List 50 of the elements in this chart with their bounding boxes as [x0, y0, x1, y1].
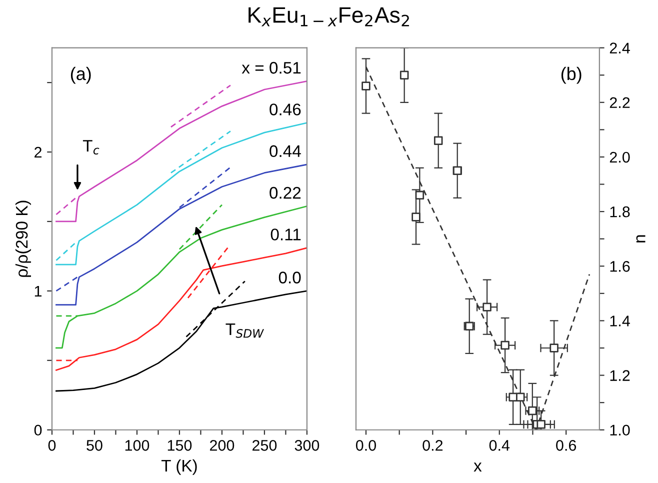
point [362, 82, 370, 90]
point [528, 406, 537, 416]
x-tick-label: 150 [168, 440, 192, 451]
line-series [56, 164, 307, 306]
annotation: T$_{SDW}$ [226, 323, 264, 338]
x-tick-label: 0 [48, 440, 56, 451]
point [400, 70, 409, 80]
x-axis-title: x [474, 462, 482, 472]
annotation: T$_{c}$ [82, 140, 100, 154]
y-tick-label: 2 [34, 146, 42, 158]
point [415, 190, 424, 200]
y-tick-label: 2.2 [610, 97, 630, 108]
y-tick-label: 2.4 [610, 42, 630, 54]
x-tick-label: 0.2 [422, 440, 443, 451]
chart-title: K$_{x}$Eu$_{1−x}$Fe$_{2}$As$_{2}$ [248, 7, 409, 26]
x-tick-label: 250 [252, 440, 277, 451]
line-series [56, 206, 307, 349]
y-tick-label: 1.4 [610, 316, 630, 326]
point [500, 340, 510, 350]
x-tick-label: 300 [294, 440, 320, 451]
y-tick-label: 1.0 [610, 424, 630, 436]
x-tick-label: 0.6 [556, 440, 576, 451]
x-tick-label: 0.0 [356, 440, 376, 451]
series-label: 0.11 [270, 228, 301, 240]
line-series [56, 122, 307, 266]
annotation: (b) [561, 66, 582, 84]
x-tick-label: 200 [210, 440, 234, 451]
x-tick-label: 100 [125, 440, 150, 451]
series-label: 0.0 [278, 272, 301, 284]
y-tick-label: 1.8 [610, 206, 630, 218]
series-label: 0.44 [270, 145, 301, 158]
series-label: 0.46 [270, 104, 301, 116]
x-axis-title: T (K) [161, 459, 197, 475]
y-tick-label: 2.0 [610, 152, 630, 163]
point [550, 344, 558, 352]
series-label: x = 0.51 [242, 62, 301, 74]
y-tick-label: 1.6 [610, 261, 630, 272]
x-tick-label: 0.4 [489, 440, 510, 451]
line-series [56, 247, 307, 371]
y-tick-label: 1.2 [610, 370, 630, 381]
point [412, 212, 420, 222]
point [482, 302, 492, 312]
series-label: 0.22 [270, 186, 301, 199]
point [516, 392, 525, 402]
x-tick-label: 50 [86, 440, 102, 451]
y-axis-title: ρ/ρ(290 K) [15, 200, 31, 277]
y-tick-label: 0 [34, 424, 42, 436]
y-tick-label: 1 [34, 286, 42, 296]
annotation: (a) [70, 66, 91, 84]
y-axis-title: n [636, 235, 646, 242]
